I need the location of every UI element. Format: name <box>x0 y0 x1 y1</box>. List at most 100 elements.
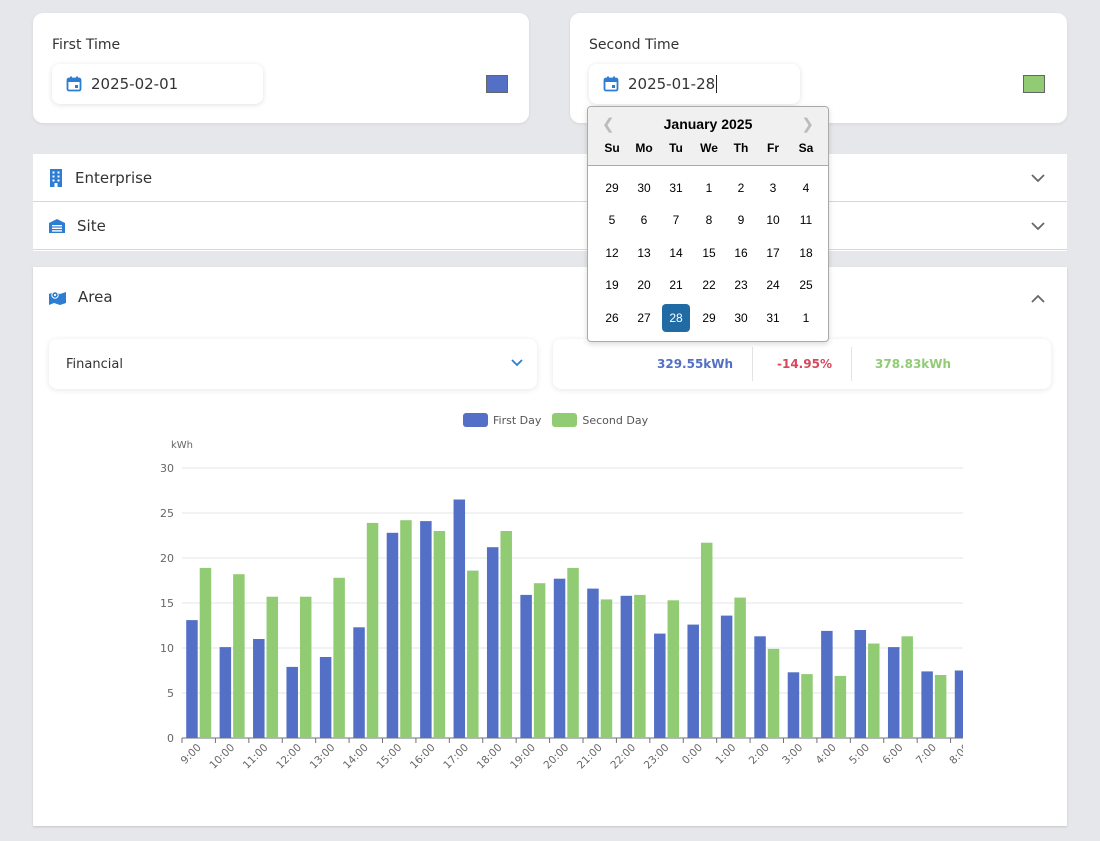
accordion-site-label: Site <box>77 216 106 235</box>
bar-second-day <box>767 648 780 738</box>
comparison-stats: 329.55kWh -14.95% 378.83kWh <box>553 339 1051 389</box>
calendar-day[interactable]: 31 <box>766 311 780 325</box>
chevron-down-icon[interactable] <box>1031 220 1045 232</box>
calendar-day[interactable]: 29 <box>702 311 716 325</box>
calendar-day[interactable]: 7 <box>672 213 680 227</box>
bar-first-day <box>553 578 566 738</box>
second-date-input[interactable]: 2025-01-28 <box>589 64 800 104</box>
bar-second-day <box>333 577 345 738</box>
calendar-day[interactable]: 27 <box>637 311 651 325</box>
x-tick-label: 5:00 <box>847 742 872 767</box>
bar-second-day <box>366 522 379 738</box>
weekday-header: Su <box>604 141 620 155</box>
x-tick-label: 17:00 <box>441 742 471 772</box>
calendar-day[interactable]: 13 <box>637 246 651 260</box>
y-tick-label: 10 <box>160 642 174 655</box>
calendar-day[interactable]: 25 <box>799 278 813 292</box>
first-color-swatch[interactable] <box>486 75 508 93</box>
y-tick-label: 20 <box>160 552 174 565</box>
chevron-up-icon[interactable] <box>1031 293 1045 305</box>
calendar-day[interactable]: 1 <box>705 181 713 195</box>
bar-first-day <box>253 639 265 738</box>
second-time-card: Second Time 2025-01-28 <box>570 13 1067 123</box>
bar-first-day <box>687 624 699 738</box>
calendar-day[interactable]: 21 <box>669 278 683 292</box>
bar-second-day <box>266 596 279 738</box>
calendar-day[interactable]: 14 <box>669 246 683 260</box>
bar-first-day <box>319 657 332 738</box>
calendar-day[interactable]: 5 <box>608 213 616 227</box>
second-time-label: Second Time <box>589 37 680 53</box>
calendar-day[interactable]: 11 <box>799 213 813 227</box>
prev-month-icon[interactable]: ❮ <box>602 116 615 133</box>
legend-swatch-first <box>463 413 488 427</box>
bar-second-day <box>533 583 546 738</box>
accordion-enterprise[interactable]: Enterprise <box>33 154 1067 202</box>
bar-second-day <box>834 675 847 738</box>
weekday-header: Mo <box>635 141 653 155</box>
bar-first-day <box>720 615 733 738</box>
first-time-label: First Time <box>52 37 121 53</box>
second-color-swatch[interactable] <box>1023 75 1045 93</box>
accordion-area[interactable]: Area <box>49 288 113 306</box>
second-total-stat: 378.83kWh <box>875 357 952 371</box>
calendar-day[interactable]: 6 <box>640 213 648 227</box>
calendar-day[interactable]: 12 <box>605 246 619 260</box>
calendar-day[interactable]: 22 <box>702 278 716 292</box>
calendar-day[interactable]: 8 <box>705 213 713 227</box>
bar-first-day <box>219 647 232 738</box>
warehouse-icon <box>49 218 65 233</box>
calendar-day[interactable]: 29 <box>605 181 619 195</box>
text-caret <box>716 75 718 93</box>
bar-second-day <box>199 567 212 738</box>
weekday-header: Sa <box>798 141 814 155</box>
chevron-down-icon[interactable] <box>1031 172 1045 184</box>
calendar-day[interactable]: 2 <box>737 181 745 195</box>
y-tick-label: 30 <box>160 462 174 475</box>
first-time-card: First Time 2025-02-01 <box>33 13 529 123</box>
chevron-down-icon <box>511 359 523 367</box>
chart-legend: First Day Second Day <box>463 413 648 427</box>
calendar-day[interactable]: 16 <box>734 246 748 260</box>
calendar-day[interactable]: 18 <box>799 246 813 260</box>
calendar-day[interactable]: 30 <box>734 311 748 325</box>
accordion-site[interactable]: Site <box>33 202 1067 250</box>
calendar-day[interactable]: 15 <box>702 246 716 260</box>
calendar-day[interactable]: 20 <box>637 278 651 292</box>
bar-first-day <box>353 627 365 738</box>
stat-divider <box>752 347 753 381</box>
legend-second-label: Second Day <box>582 413 649 427</box>
datepicker-month-title: January 2025 <box>663 116 753 132</box>
calendar-day[interactable]: 1 <box>802 311 810 325</box>
bar-first-day <box>286 666 298 738</box>
weekday-header: We <box>700 141 718 155</box>
metric-select[interactable]: Financial <box>49 339 537 389</box>
accordion-area-label: Area <box>78 288 113 306</box>
calendar-day[interactable]: 9 <box>737 213 745 227</box>
calendar-day[interactable]: 24 <box>766 278 780 292</box>
calendar-day[interactable]: 30 <box>637 181 651 195</box>
first-date-input[interactable]: 2025-02-01 <box>52 64 263 104</box>
calendar-day[interactable]: 26 <box>605 311 619 325</box>
calendar-day-selected[interactable]: 28 <box>662 304 690 332</box>
bar-second-day <box>600 599 613 738</box>
bar-first-day <box>654 633 666 738</box>
x-tick-label: 14:00 <box>341 742 371 772</box>
first-total-stat: 329.55kWh <box>657 357 734 371</box>
difference-stat: -14.95% <box>777 357 832 371</box>
calendar-day[interactable]: 3 <box>769 181 777 195</box>
calendar-day[interactable]: 17 <box>766 246 780 260</box>
bar-first-day <box>186 620 198 738</box>
calendar-day[interactable]: 31 <box>669 181 683 195</box>
bar-first-day <box>787 672 800 738</box>
calendar-day[interactable]: 10 <box>766 213 780 227</box>
calendar-day[interactable]: 19 <box>605 278 619 292</box>
first-date-value: 2025-02-01 <box>91 75 179 93</box>
metric-select-value: Financial <box>66 356 123 372</box>
bar-second-day <box>500 531 512 738</box>
calendar-day[interactable]: 23 <box>734 278 748 292</box>
x-tick-label: 15:00 <box>374 742 404 772</box>
calendar-day[interactable]: 4 <box>802 181 810 195</box>
next-month-icon[interactable]: ❯ <box>801 116 814 133</box>
bar-first-day <box>854 630 867 738</box>
